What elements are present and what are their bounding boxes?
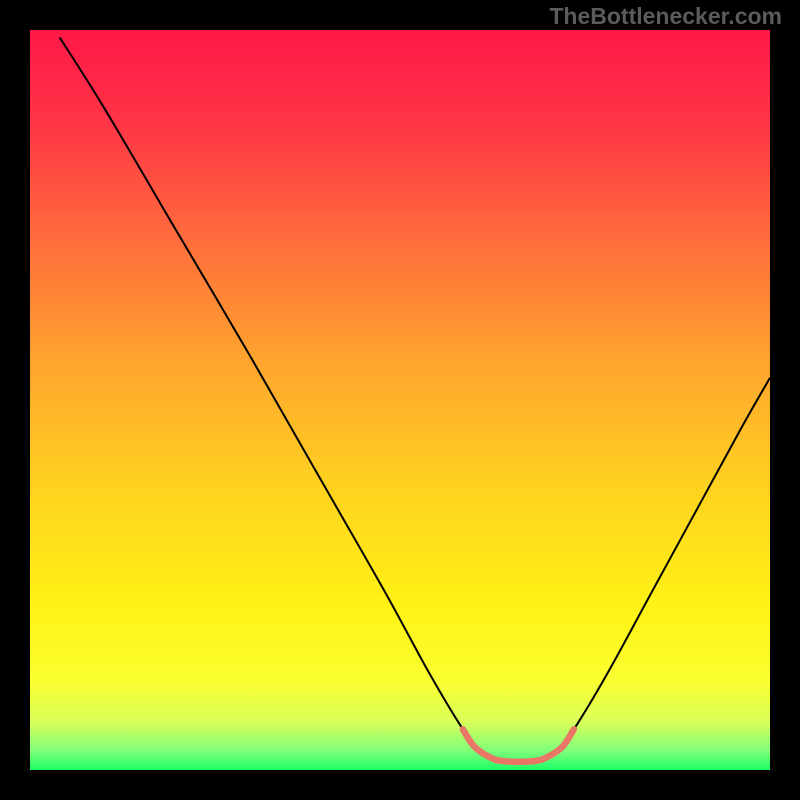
- chart-overlay: [0, 0, 800, 800]
- chart-stage: TheBottlenecker.com: [0, 0, 800, 800]
- trough-marker: [463, 729, 574, 761]
- bottleneck-curve: [60, 37, 770, 762]
- watermark-text: TheBottlenecker.com: [549, 3, 782, 30]
